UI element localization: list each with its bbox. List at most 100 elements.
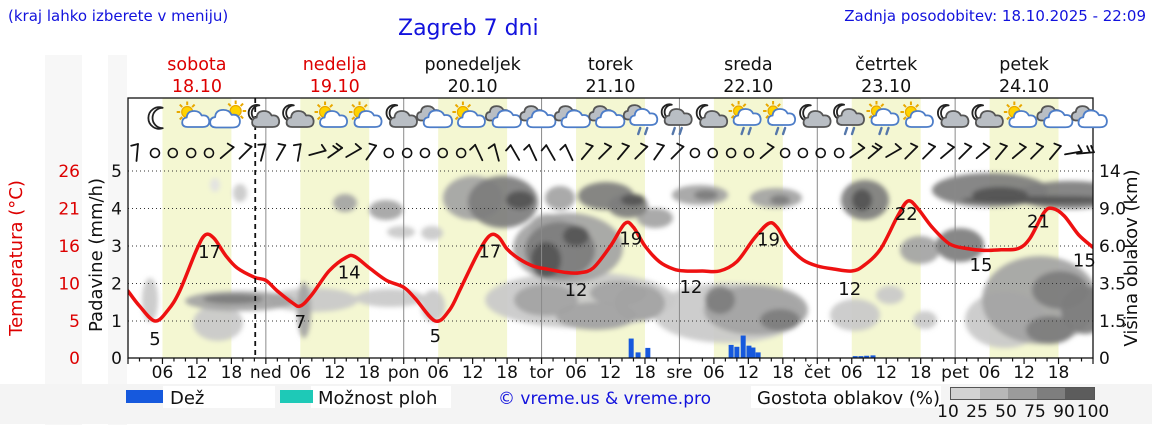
barb-feather bbox=[857, 142, 866, 149]
weather-icon-sun-cloud bbox=[349, 101, 383, 128]
temperature-value-label: 12 bbox=[565, 280, 588, 301]
cloud-blob bbox=[514, 284, 578, 316]
cloudheight-tick-label: 9.0 bbox=[1099, 200, 1126, 220]
hour-label: 18 bbox=[772, 363, 794, 383]
hour-label: 18 bbox=[358, 363, 380, 383]
margin-strip-left2 bbox=[108, 55, 127, 425]
daylight-band bbox=[438, 98, 508, 358]
barb-staff bbox=[509, 144, 521, 161]
day-name: četrtek bbox=[855, 55, 918, 75]
moon-shape bbox=[147, 106, 164, 130]
cloud-shape bbox=[209, 109, 241, 129]
sun-ray bbox=[868, 103, 873, 108]
location-hint: (kraj lahko izberete v meniju) bbox=[8, 7, 229, 25]
wind-barb-icon bbox=[1030, 142, 1044, 160]
cloud-density-label: Gostota oblakov (%) bbox=[757, 388, 941, 409]
precip-bar bbox=[734, 346, 740, 358]
barb-feather bbox=[640, 142, 649, 148]
calm-wind-icon bbox=[383, 147, 395, 159]
barb-staff bbox=[617, 145, 630, 161]
temperature-curve bbox=[128, 199, 1093, 324]
rain-mark bbox=[740, 126, 745, 136]
cloud-shape bbox=[1077, 109, 1108, 129]
barb-feather bbox=[585, 142, 594, 148]
day-date: 24.10 bbox=[999, 77, 1049, 97]
barb-feather bbox=[982, 142, 991, 149]
barb-staff bbox=[219, 146, 235, 160]
wind-barb-icon bbox=[327, 142, 344, 159]
precip-tick-label: 1 bbox=[111, 312, 122, 332]
temperature-value-label: 5 bbox=[149, 329, 160, 350]
wind-barb-icon bbox=[885, 142, 902, 158]
sun-ray bbox=[363, 103, 368, 108]
sun-ray bbox=[730, 114, 735, 119]
hour-label: 06 bbox=[290, 363, 312, 383]
precip-bar bbox=[870, 355, 876, 358]
barb-staff bbox=[528, 143, 538, 162]
barb-feather bbox=[226, 142, 235, 149]
barb-feather bbox=[354, 142, 362, 150]
precip-tick-label: 0 bbox=[111, 349, 122, 369]
hour-label: 06 bbox=[703, 363, 725, 383]
barb-feather bbox=[964, 142, 973, 148]
weather-icon-moon-cloud bbox=[385, 104, 418, 128]
weather-icon-cloud-rain bbox=[622, 104, 659, 136]
sun-ray bbox=[902, 116, 907, 121]
barb-staff bbox=[1049, 145, 1062, 161]
copyright-link[interactable]: © vreme.us & vreme.pro bbox=[498, 389, 712, 409]
barb-feather bbox=[130, 143, 139, 147]
temp-tick-label: 16 bbox=[58, 237, 80, 257]
cloud-blob bbox=[421, 290, 445, 322]
temperature-value-label: 12 bbox=[679, 277, 702, 298]
barb-staff bbox=[493, 143, 500, 162]
calm-wind-icon bbox=[707, 147, 719, 159]
precip-bar bbox=[740, 335, 746, 358]
cloud-blob bbox=[369, 200, 403, 220]
wind-barb-icon bbox=[653, 142, 665, 161]
cloud-blob bbox=[297, 282, 311, 338]
rain-mark bbox=[678, 126, 683, 136]
temperature-value-label: 7 bbox=[295, 312, 306, 333]
barb-feather bbox=[244, 142, 253, 148]
temp-tick-label: 0 bbox=[69, 349, 80, 369]
cloud-blob bbox=[210, 178, 220, 192]
calm-wind-icon bbox=[815, 147, 827, 159]
barb-staff bbox=[365, 144, 378, 161]
calm-wind-icon bbox=[203, 147, 215, 159]
day-abbr-label: pon bbox=[388, 363, 420, 383]
temperature-value-label: 14 bbox=[338, 263, 361, 284]
cloud-blob bbox=[545, 186, 575, 210]
wind-barb-icon bbox=[238, 142, 253, 160]
x-axis-labels: 06 12 18 ned 06 12 18 pon 06 12 18 tor 06 12 18 sre 06 12… bbox=[152, 363, 1070, 383]
calm-wind-icon bbox=[455, 147, 467, 159]
cloud-shape bbox=[353, 110, 383, 128]
weather-icon-moon-cloud bbox=[799, 104, 832, 128]
calm-wind-icon bbox=[419, 147, 431, 159]
day-name: sobota bbox=[167, 55, 226, 75]
precip-tick-label: 2 bbox=[111, 275, 122, 295]
density-tick-label: 90 bbox=[1053, 402, 1075, 422]
cloud-shape bbox=[1008, 110, 1038, 128]
barb-staff bbox=[1064, 150, 1083, 156]
barb-staff bbox=[135, 143, 139, 162]
axis-labels: 2621161050543210149.06.03.51.50Temperatu… bbox=[6, 162, 1142, 369]
temperature-labels: 5 17 7 14 5 17 12 19 12 19 12 22 15 21 15 bbox=[149, 204, 1096, 350]
barb-feather bbox=[505, 144, 512, 152]
wind-barb-icon bbox=[345, 142, 362, 158]
sun-ray bbox=[454, 103, 459, 108]
wind-barb-icon bbox=[995, 142, 1008, 161]
sun-ray bbox=[1018, 103, 1023, 108]
precip-bar bbox=[750, 347, 756, 358]
day-abbr-label: tor bbox=[530, 363, 554, 383]
cloud-blob bbox=[468, 176, 538, 228]
temperature-value-label: 19 bbox=[619, 229, 642, 250]
rain-mark bbox=[850, 126, 856, 136]
plot-frame bbox=[127, 97, 1094, 359]
cloud-shape bbox=[905, 110, 934, 128]
barb-feather bbox=[927, 142, 936, 148]
sun-ray bbox=[351, 116, 356, 121]
barb-staff bbox=[940, 146, 955, 160]
barb-staff bbox=[275, 144, 287, 161]
barb-staff bbox=[653, 144, 665, 161]
rain-mark bbox=[671, 126, 676, 136]
